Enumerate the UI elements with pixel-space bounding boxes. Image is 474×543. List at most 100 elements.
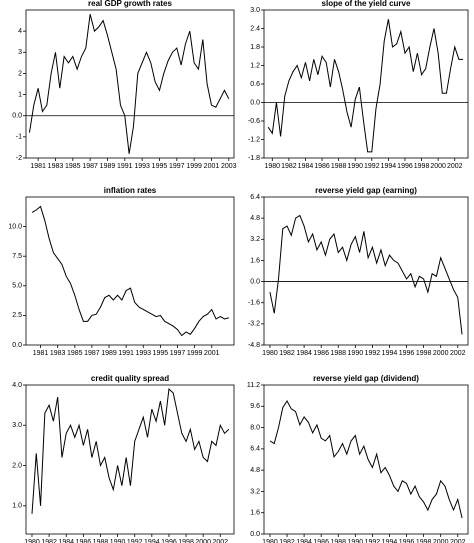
data-line [28, 14, 230, 154]
y-tick-label: 1.2 [250, 62, 260, 69]
x-tick-label: 1985 [65, 163, 81, 170]
x-tick-label: 1983 [48, 163, 64, 170]
x-tick-label: 2002 [450, 350, 466, 357]
x-tick-label: 1981 [33, 350, 49, 357]
x-tick-label: 1988 [330, 539, 346, 543]
x-tick-label: 1984 [58, 539, 74, 543]
x-tick-label: 1988 [331, 163, 347, 170]
x-tick-label: 1991 [117, 163, 133, 170]
x-tick-label: 1984 [296, 350, 312, 357]
y-tick-label: 0.0 [12, 342, 22, 349]
x-tick-label: 1990 [348, 539, 364, 543]
y-tick-label: -3.2 [248, 321, 260, 328]
y-tick-label: 4.8 [250, 467, 260, 474]
y-tick-label: 8.0 [250, 424, 260, 431]
y-tick-label: 6.4 [250, 446, 260, 453]
x-tick-label: 2002 [447, 163, 463, 170]
y-tick-label: 7.5 [12, 253, 22, 260]
x-tick-label: 2002 [450, 539, 466, 543]
x-tick-label: 2002 [213, 539, 229, 543]
x-tick-label: 1994 [381, 163, 397, 170]
y-tick-label: -1.2 [248, 136, 260, 143]
panel-title: real GDP growth rates [88, 0, 172, 8]
x-tick-label: 1993 [134, 163, 150, 170]
data-line [31, 387, 230, 514]
x-tick-label: 1994 [382, 350, 398, 357]
x-tick-label: 1997 [169, 163, 185, 170]
y-tick-label: 0.6 [250, 81, 260, 88]
y-tick-label: 1 [18, 91, 22, 98]
x-tick-label: 1996 [397, 163, 413, 170]
x-tick-label: 1994 [382, 539, 398, 543]
panel-title: inflation rates [104, 186, 157, 195]
x-tick-label: 1980 [262, 350, 278, 357]
y-tick-label: 0.0 [250, 278, 260, 285]
x-tick-label: 1999 [187, 350, 203, 357]
y-tick-label: 0.0 [250, 99, 260, 106]
x-tick-label: 1983 [50, 350, 66, 357]
x-tick-label: 2000 [433, 539, 449, 543]
x-tick-label: 1980 [265, 163, 281, 170]
y-tick-label: 3 [18, 49, 22, 56]
y-tick-label: 2.4 [250, 25, 260, 32]
x-tick-label: 2003 [221, 163, 237, 170]
x-tick-label: 1992 [127, 539, 143, 543]
x-tick-label: 1990 [347, 163, 363, 170]
data-line [269, 399, 463, 519]
x-tick-label: 1988 [93, 539, 109, 543]
plot-frame [263, 196, 469, 346]
x-tick-label: 1992 [365, 539, 381, 543]
x-tick-label: 1982 [279, 350, 295, 357]
data-line [267, 19, 464, 153]
x-tick-label: 1998 [178, 539, 194, 543]
x-tick-label: 1993 [135, 350, 151, 357]
x-tick-label: 1986 [314, 163, 330, 170]
x-tick-label: 1982 [41, 539, 57, 543]
y-tick-label: -0.6 [248, 118, 260, 125]
y-tick-label: 4 [18, 28, 22, 35]
y-tick-label: 9.6 [250, 403, 260, 410]
y-tick-label: 3.0 [250, 7, 260, 14]
y-tick-label: 1.8 [250, 44, 260, 51]
x-tick-label: 1992 [365, 350, 381, 357]
x-tick-label: 2001 [204, 350, 220, 357]
y-tick-label: 1.0 [12, 503, 22, 510]
x-tick-label: 1997 [170, 350, 186, 357]
x-tick-label: 1987 [84, 350, 100, 357]
y-tick-label: 5.0 [12, 283, 22, 290]
y-tick-label: -1 [16, 134, 22, 141]
panel-title: slope of the yield curve [322, 0, 411, 8]
x-tick-label: 1996 [161, 539, 177, 543]
x-tick-label: 2000 [430, 163, 446, 170]
x-tick-label: 1985 [67, 350, 83, 357]
plot-frame [25, 384, 235, 535]
x-tick-label: 1999 [186, 163, 202, 170]
y-tick-label: 2.5 [12, 312, 22, 319]
plot-frame [25, 9, 235, 159]
x-tick-label: 1982 [279, 539, 295, 543]
y-tick-label: -2 [16, 155, 22, 162]
x-tick-label: 2001 [204, 163, 220, 170]
x-tick-label: 1986 [313, 539, 329, 543]
x-tick-label: 1990 [348, 350, 364, 357]
x-tick-label: 2000 [433, 350, 449, 357]
panel-title: credit quality spread [91, 374, 169, 383]
x-tick-label: 1998 [416, 350, 432, 357]
y-tick-label: 2.0 [12, 462, 22, 469]
plot-frame [263, 384, 469, 535]
y-tick-label: -1.8 [248, 155, 260, 162]
x-tick-label: 1982 [281, 163, 297, 170]
x-tick-label: 1990 [110, 539, 126, 543]
x-tick-label: 1981 [30, 163, 46, 170]
plot-frame [25, 196, 235, 346]
x-tick-label: 1994 [144, 539, 160, 543]
x-tick-label: 1995 [153, 350, 169, 357]
panel-title: reverse yield gap (earning) [315, 186, 417, 195]
x-tick-label: 1998 [416, 539, 432, 543]
x-tick-label: 1984 [298, 163, 314, 170]
x-tick-label: 1988 [330, 350, 346, 357]
y-tick-label: 3.0 [12, 422, 22, 429]
x-tick-label: 1992 [364, 163, 380, 170]
x-tick-label: 1980 [262, 539, 278, 543]
y-tick-label: 0.0 [12, 113, 22, 120]
